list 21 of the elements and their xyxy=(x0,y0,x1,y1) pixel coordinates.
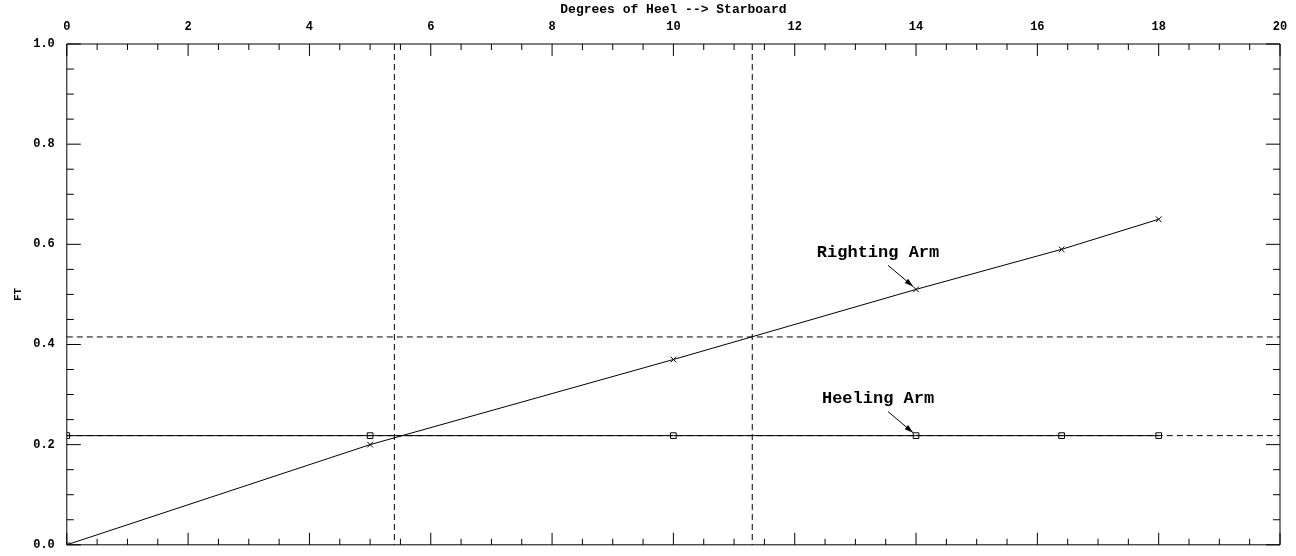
y-tick-label: 0.4 xyxy=(33,337,55,352)
x-tick-label: 20 xyxy=(1272,19,1288,34)
x-tick-label: 0 xyxy=(63,19,71,34)
y-axis-title: FT xyxy=(12,287,25,301)
y-tick-label: 0.0 xyxy=(33,537,55,552)
y-tick-label: 1.0 xyxy=(33,37,55,52)
x-tick-label: 14 xyxy=(908,19,924,34)
x-axis-title: Degrees of Heel --> Starboard xyxy=(560,2,787,18)
x-tick-label: 8 xyxy=(548,19,556,34)
x-tick-label: 18 xyxy=(1151,19,1166,34)
annotation: Righting Arm xyxy=(816,242,940,262)
y-tick-label: 0.2 xyxy=(33,437,55,452)
x-tick-label: 10 xyxy=(666,19,681,34)
x-tick-label: 6 xyxy=(427,19,435,34)
y-tick-label: 0.6 xyxy=(33,237,55,252)
annotation: Heeling Arm xyxy=(821,388,935,408)
x-tick-label: 4 xyxy=(305,19,314,34)
x-tick-label: 12 xyxy=(787,19,802,34)
y-tick-label: 0.8 xyxy=(33,137,55,152)
x-tick-label: 2 xyxy=(184,19,192,34)
x-tick-label: 16 xyxy=(1030,19,1045,34)
